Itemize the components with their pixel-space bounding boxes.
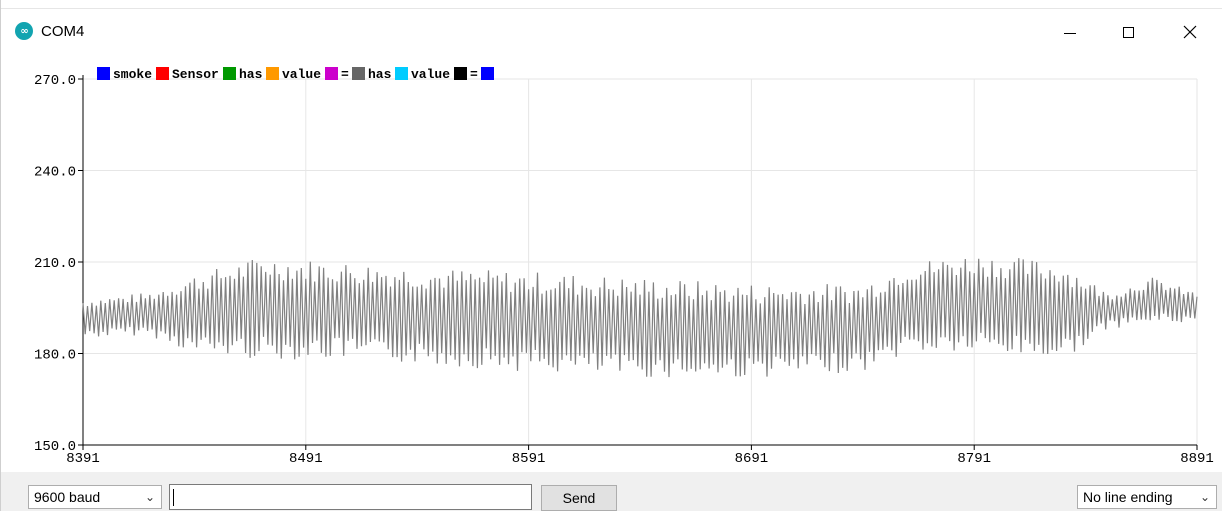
arduino-infinity-icon: ∞ — [15, 22, 33, 40]
bottom-toolbar: 9600 baud ⌄ Send No line ending ⌄ — [1, 472, 1222, 511]
legend-swatch — [325, 67, 338, 80]
legend-swatch — [97, 67, 110, 80]
baud-rate-select[interactable]: 9600 baud ⌄ — [28, 485, 162, 509]
send-input-field[interactable] — [169, 484, 532, 510]
legend-label: = — [341, 67, 349, 82]
legend-swatch — [266, 67, 279, 80]
plot-area: 270.0 240.0 210.0 180.0 150.0 8391 8491 8591 869… — [1, 62, 1222, 472]
series-line — [82, 258, 1198, 378]
maximize-button[interactable] — [1105, 14, 1151, 50]
chevron-down-icon: ⌄ — [144, 490, 155, 504]
x-tick-label: 8591 — [512, 451, 546, 467]
chevron-down-icon: ⌄ — [1199, 490, 1210, 504]
legend-swatch — [454, 67, 467, 80]
minimize-button[interactable] — [1047, 14, 1093, 50]
y-tick-label: 270.0 — [34, 73, 76, 89]
legend-label: Sensor — [172, 67, 219, 82]
y-tick-label: 180.0 — [34, 348, 76, 364]
y-tick-label: 150.0 — [34, 439, 76, 455]
maximize-icon — [1122, 26, 1134, 38]
legend-swatch — [481, 67, 494, 80]
close-button[interactable] — [1167, 14, 1213, 50]
legend-swatch — [223, 67, 236, 80]
legend-label: smoke — [113, 67, 152, 82]
window-top-edge — [1, 0, 1222, 10]
x-tick-label: 8391 — [66, 451, 100, 467]
legend-swatch — [156, 67, 169, 80]
legend-swatch — [395, 67, 408, 80]
x-tick-label: 8891 — [1180, 451, 1214, 467]
x-tick-label: 8791 — [957, 451, 991, 467]
x-tick-label: 8691 — [735, 451, 769, 467]
x-tick-label: 8491 — [289, 451, 323, 467]
legend-swatch — [352, 67, 365, 80]
legend-label: = — [470, 67, 478, 82]
baud-rate-label: 9600 baud — [34, 489, 101, 505]
close-icon — [1183, 25, 1197, 39]
legend-label: has — [368, 67, 392, 82]
legend-label: value — [282, 67, 321, 82]
send-button[interactable]: Send — [541, 485, 617, 511]
title-bar[interactable]: ∞ COM4 — [1, 0, 1222, 62]
minimize-icon — [1064, 32, 1076, 34]
y-tick-label: 240.0 — [34, 165, 76, 181]
line-ending-select[interactable]: No line ending ⌄ — [1077, 485, 1217, 509]
window-title: COM4 — [41, 23, 85, 40]
legend-label: has — [239, 67, 263, 82]
text-caret — [173, 489, 174, 506]
send-input[interactable] — [170, 485, 531, 509]
legend-label: value — [411, 67, 450, 82]
y-tick-label: 210.0 — [34, 256, 76, 272]
line-ending-label: No line ending — [1083, 489, 1173, 505]
